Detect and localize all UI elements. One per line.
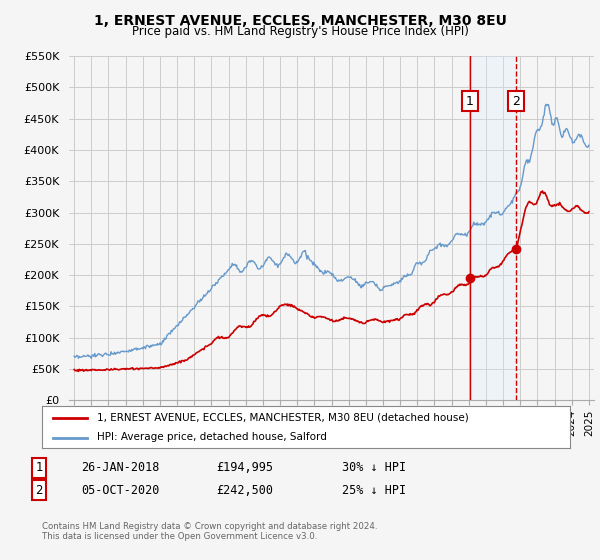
Text: £194,995: £194,995 [216,461,273,474]
Text: Price paid vs. HM Land Registry's House Price Index (HPI): Price paid vs. HM Land Registry's House … [131,25,469,38]
Text: 30% ↓ HPI: 30% ↓ HPI [342,461,406,474]
Text: 1, ERNEST AVENUE, ECCLES, MANCHESTER, M30 8EU: 1, ERNEST AVENUE, ECCLES, MANCHESTER, M3… [94,14,506,28]
Text: 05-OCT-2020: 05-OCT-2020 [81,483,160,497]
Text: 2: 2 [512,95,520,108]
Text: 1, ERNEST AVENUE, ECCLES, MANCHESTER, M30 8EU (detached house): 1, ERNEST AVENUE, ECCLES, MANCHESTER, M3… [97,413,469,423]
Text: HPI: Average price, detached house, Salford: HPI: Average price, detached house, Salf… [97,432,328,442]
Text: 2: 2 [35,483,43,497]
Text: 26-JAN-2018: 26-JAN-2018 [81,461,160,474]
Bar [470,56,516,400]
Text: £242,500: £242,500 [216,483,273,497]
Text: 1: 1 [35,461,43,474]
Text: 25% ↓ HPI: 25% ↓ HPI [342,483,406,497]
Text: 1: 1 [466,95,474,108]
Text: Contains HM Land Registry data © Crown copyright and database right 2024.
This d: Contains HM Land Registry data © Crown c… [42,522,377,542]
